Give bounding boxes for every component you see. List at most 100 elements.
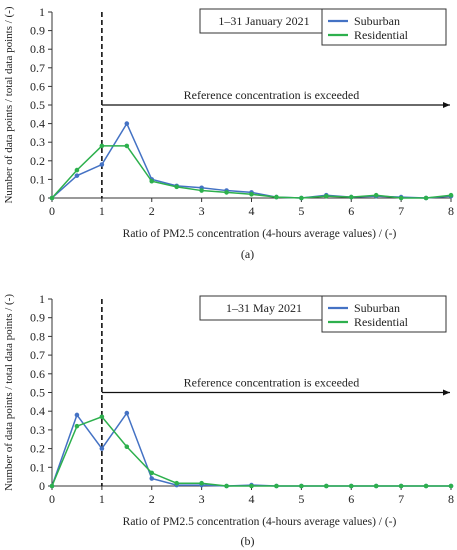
data-point [249, 191, 254, 197]
data-point [74, 167, 80, 173]
y-tick-label: 0.4 [30, 117, 45, 131]
legend-box [321, 8, 447, 46]
x-tick-label: 6 [348, 204, 354, 218]
x-tick-label: 5 [298, 492, 304, 506]
data-point [373, 483, 379, 489]
data-point [74, 423, 80, 429]
y-axis-label: Number of data points / total data point… [3, 294, 15, 491]
period-label: 1–31 May 2021 [226, 301, 302, 315]
data-point [199, 480, 204, 486]
x-axis-label: Ratio of PM2.5 concentration (4-hours av… [123, 516, 397, 528]
x-tick-label: 8 [448, 492, 454, 506]
y-tick-label: 0.1 [30, 172, 45, 186]
x-tick-label: 2 [149, 204, 155, 218]
data-point [398, 483, 404, 489]
y-axis-label: Number of data points / total data point… [3, 6, 15, 203]
data-point [224, 190, 229, 195]
series-line [51, 121, 452, 199]
data-point [398, 195, 404, 201]
data-point [149, 178, 155, 184]
data-point [274, 194, 279, 200]
x-tick-label: 5 [298, 204, 304, 218]
x-axis-label: Ratio of PM2.5 concentration (4-hours av… [123, 228, 397, 240]
period-label: 1–31 January 2021 [218, 14, 309, 28]
y-tick-label: 0.9 [30, 24, 45, 38]
data-point [299, 195, 304, 201]
chart-panel: 0 0.1 0.2 0.3 0.4 0.5 0.6 0.7 0.8 0.9 1 0 1 2 3 4 5 6 7 8 Nu… [3, 292, 454, 548]
data-point [423, 195, 429, 201]
data-point [423, 483, 429, 489]
data-point [124, 143, 130, 149]
data-point [49, 195, 55, 201]
y-tick-label: 0.5 [30, 386, 45, 400]
y-tick-label: 0.3 [30, 423, 45, 437]
y-tick-label: 0.5 [30, 98, 45, 112]
panel-label: (b) [241, 534, 255, 548]
x-tick-label: 2 [149, 492, 155, 506]
data-point [149, 476, 155, 481]
data-point [124, 444, 130, 450]
data-point [124, 121, 130, 126]
y-tick-label: 0.7 [30, 61, 45, 75]
x-tick-label: 3 [199, 492, 205, 506]
data-point [324, 193, 329, 199]
x-tick-label: 1 [99, 204, 105, 218]
y-tick-label: 0.6 [30, 367, 45, 381]
data-point [99, 446, 105, 451]
data-point [348, 194, 354, 200]
data-point [324, 483, 329, 489]
data-point [224, 483, 229, 489]
x-tick-label: 4 [249, 492, 255, 506]
y-tick-label: 0 [39, 191, 45, 205]
legend-label: Suburban [354, 301, 400, 315]
x-tick-label: 7 [398, 204, 404, 218]
legend-label: Suburban [354, 14, 400, 28]
x-tick-label: 0 [49, 492, 55, 506]
series-line [51, 415, 451, 487]
data-point [448, 483, 454, 489]
data-point [448, 192, 454, 198]
x-tick-label: 0 [49, 204, 55, 218]
chart-panel: 0 0.1 0.2 0.3 0.4 0.5 0.6 0.7 0.8 0.9 1 0 1 2 3 4 5 6 7 8 Nu… [3, 5, 454, 261]
annotation-text: Reference concentration is exceeded [184, 88, 360, 102]
y-tick-label: 0.1 [30, 460, 45, 474]
x-tick-label: 7 [398, 492, 404, 506]
data-point [99, 143, 105, 149]
x-tick-label: 1 [99, 492, 105, 506]
y-tick-label: 0.7 [30, 348, 45, 362]
y-tick-label: 0.9 [30, 311, 45, 325]
x-tick-label: 6 [348, 492, 354, 506]
y-tick-label: 0.4 [30, 404, 45, 418]
legend-label: Residential [354, 28, 409, 42]
y-tick-label: 0.2 [30, 154, 45, 168]
period-box [199, 295, 329, 321]
data-point [373, 192, 379, 198]
x-tick-label: 4 [249, 204, 255, 218]
data-point [99, 162, 105, 167]
data-point [199, 188, 204, 193]
x-tick-label: 8 [448, 204, 454, 218]
y-tick-label: 0 [39, 479, 45, 493]
data-point [348, 483, 354, 489]
period-box [199, 8, 329, 34]
data-point [124, 410, 130, 416]
series-line [51, 411, 451, 487]
data-point [174, 480, 179, 486]
x-tick-label: 3 [199, 204, 205, 218]
y-tick-label: 1 [39, 292, 45, 306]
legend-box [321, 295, 447, 333]
data-point [299, 483, 304, 489]
data-point [99, 414, 105, 420]
legend-label: Residential [354, 315, 409, 329]
data-point [74, 412, 80, 418]
panel-label: (a) [241, 247, 254, 261]
data-point [49, 483, 55, 489]
data-point [149, 470, 155, 476]
data-point [274, 483, 279, 489]
data-point [74, 173, 80, 178]
annotation-text: Reference concentration is exceeded [184, 376, 360, 390]
y-tick-label: 0.8 [30, 329, 45, 343]
y-tick-label: 0.6 [30, 79, 45, 93]
y-tick-label: 1 [39, 5, 45, 19]
